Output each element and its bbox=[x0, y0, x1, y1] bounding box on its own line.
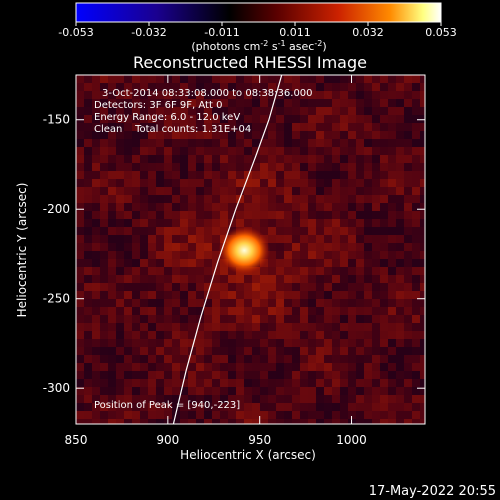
colorbar-unit-label: (photons cm-2 s-1 asec-2) bbox=[191, 39, 326, 53]
solar-limb-curve bbox=[172, 75, 283, 424]
colorbar: -0.053 -0.032 -0.011 0.011 0.032 0.053 (photo… bbox=[58, 2, 457, 53]
plot-frame bbox=[75, 74, 426, 425]
x-tick-label: 900 bbox=[156, 433, 179, 447]
detectors-label: Detectors: 3F 6F 9F, Att 0 bbox=[94, 100, 222, 111]
flare-source bbox=[218, 226, 271, 275]
heatmap-image bbox=[76, 75, 425, 424]
clean-counts-label: Clean Total counts: 1.31E+04 bbox=[94, 124, 251, 135]
heatmap-pixels bbox=[76, 75, 425, 424]
colorbar-tick-label: 0.053 bbox=[425, 26, 457, 39]
colorbar-ticks: -0.053 -0.032 -0.011 0.011 0.032 0.053 bbox=[58, 22, 457, 39]
plot-date-stamp: 17-May-2022 20:55 bbox=[369, 484, 496, 499]
peak-position-label: Position of Peak = [940,-223] bbox=[94, 400, 240, 411]
x-tick-label: 850 bbox=[65, 433, 88, 447]
y-tick-label: -150 bbox=[43, 113, 70, 127]
y-axis-label: Heliocentric Y (arcsec) bbox=[15, 183, 29, 318]
y-tick-label: -250 bbox=[43, 292, 70, 306]
x-tick-label: 1000 bbox=[336, 433, 367, 447]
colorbar-gradient bbox=[75, 2, 442, 23]
colorbar-tick-label: -0.032 bbox=[131, 26, 166, 39]
axis-ticks: 850 900 950 1000 -150 -200 -250 -300 bbox=[43, 75, 425, 447]
time-range-label: 3-Oct-2014 08:33:08.000 to 08:38:36.000 bbox=[102, 88, 313, 99]
y-tick-label: -200 bbox=[43, 202, 70, 216]
colorbar-tick-label: 0.032 bbox=[352, 26, 384, 39]
annotation-block: 3-Oct-2014 08:33:08.000 to 08:38:36.000 … bbox=[94, 88, 313, 411]
colorbar-tick-label: -0.011 bbox=[204, 26, 239, 39]
colorbar-tick-label: 0.011 bbox=[279, 26, 311, 39]
x-tick-label: 950 bbox=[248, 433, 271, 447]
energy-range-label: Energy Range: 6.0 - 12.0 keV bbox=[94, 112, 240, 123]
y-tick-label: -300 bbox=[43, 381, 70, 395]
chart-title: Reconstructed RHESSI Image bbox=[133, 53, 367, 72]
x-axis-label: Heliocentric X (arcsec) bbox=[180, 448, 316, 462]
colorbar-tick-label: -0.053 bbox=[58, 26, 93, 39]
